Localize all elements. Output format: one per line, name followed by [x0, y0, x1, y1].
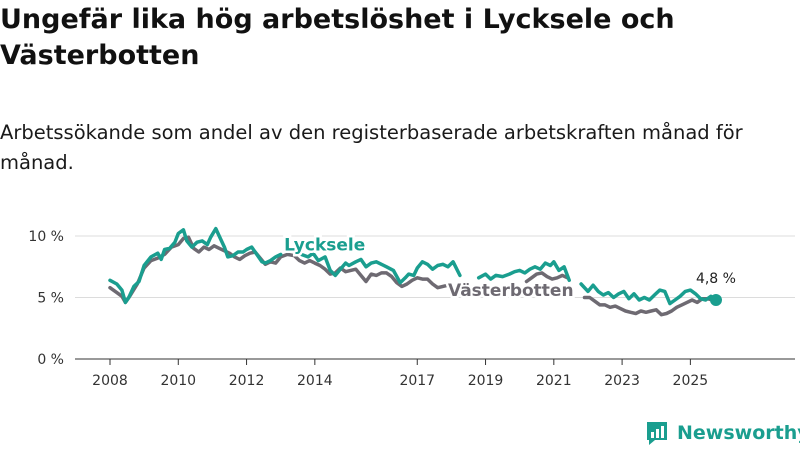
- x-tick-label: 2025: [673, 373, 709, 389]
- end-point-marker: [709, 293, 722, 306]
- y-tick-label: 5 %: [37, 291, 64, 307]
- chart-subtitle: Arbetssökande som andel av den registerb…: [0, 121, 743, 174]
- x-axis: 2008 2010 2012 2014 2017 2019 2021 2023 2025: [75, 358, 795, 389]
- x-tick-label: 2021: [536, 373, 572, 389]
- series-line-vasterbotten-segment: [582, 295, 715, 317]
- series-label-lycksele: Lycksele: [284, 236, 365, 256]
- end-value-label: 4,8 %: [696, 271, 736, 287]
- x-tick-label: 2010: [160, 373, 196, 389]
- gridlines: [75, 235, 795, 298]
- y-tick-label: 10 %: [28, 229, 64, 245]
- series-line-vasterbotten-segment: [524, 271, 570, 284]
- x-tick-label: 2008: [92, 373, 128, 389]
- series-line-lycksele-segment: [299, 251, 462, 285]
- series-line-lycksele-segment: [476, 260, 571, 283]
- x-tick-label: 2017: [399, 373, 435, 389]
- series-labels: Lycksele Västerbotten 4,8 %: [282, 233, 738, 304]
- x-tick-label: 2019: [468, 373, 504, 389]
- series-line-lycksele-segment: [579, 282, 718, 306]
- brand-name: Newsworthy: [677, 422, 800, 444]
- brand-logo: Newsworthy: [645, 420, 800, 446]
- x-tick-label: 2014: [297, 373, 333, 389]
- y-tick-label: 0 %: [37, 352, 64, 368]
- y-axis: 0 % 5 % 10 %: [28, 229, 64, 368]
- series-lines: [108, 226, 722, 317]
- x-tick-label: 2023: [604, 373, 640, 389]
- series-line-vasterbotten: [108, 235, 450, 305]
- newsworthy-logo-icon: [647, 422, 667, 445]
- series-line-lycksele: [108, 226, 283, 305]
- chart-title: Ungefär lika hög arbetslöshet i Lycksele…: [0, 4, 675, 71]
- x-tick-label: 2012: [229, 373, 265, 389]
- series-label-vasterbotten: Västerbotten: [448, 281, 574, 301]
